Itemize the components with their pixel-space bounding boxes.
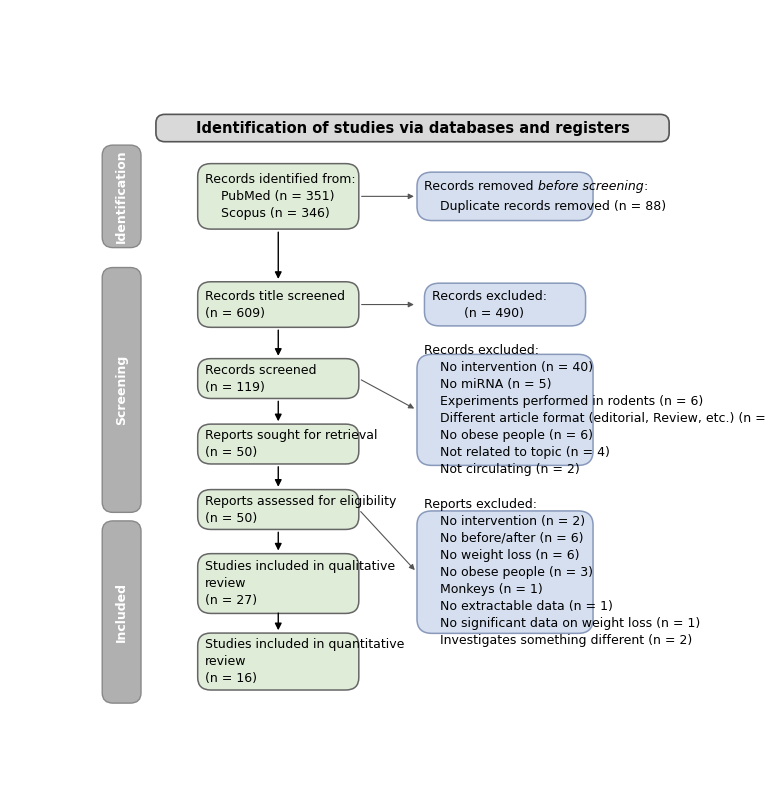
Text: Screening: Screening xyxy=(115,355,128,425)
Text: Studies included in qualitative
review
(n = 27): Studies included in qualitative review (… xyxy=(205,560,395,607)
Text: Studies included in quantitative
review
(n = 16): Studies included in quantitative review … xyxy=(205,638,404,685)
Text: Records title screened
(n = 609): Records title screened (n = 609) xyxy=(205,289,345,319)
Text: Included: Included xyxy=(115,582,128,642)
Text: Identification of studies via databases and registers: Identification of studies via databases … xyxy=(196,121,629,135)
FancyBboxPatch shape xyxy=(198,359,359,398)
Text: before screening: before screening xyxy=(537,181,643,193)
Text: Duplicate records removed (n = 88): Duplicate records removed (n = 88) xyxy=(424,200,666,213)
FancyBboxPatch shape xyxy=(417,355,593,465)
Text: Identification: Identification xyxy=(115,150,128,243)
FancyBboxPatch shape xyxy=(198,164,359,229)
Text: Records screened
(n = 119): Records screened (n = 119) xyxy=(205,364,316,393)
Text: Records removed: Records removed xyxy=(424,181,537,193)
FancyBboxPatch shape xyxy=(156,114,669,142)
FancyBboxPatch shape xyxy=(424,283,586,326)
FancyBboxPatch shape xyxy=(198,424,359,464)
FancyBboxPatch shape xyxy=(198,633,359,690)
FancyBboxPatch shape xyxy=(198,489,359,530)
Text: Reports assessed for eligibility
(n = 50): Reports assessed for eligibility (n = 50… xyxy=(205,495,397,525)
Text: Reports excluded:
    No intervention (n = 2)
    No before/after (n = 6)
    No: Reports excluded: No intervention (n = 2… xyxy=(424,497,701,646)
FancyBboxPatch shape xyxy=(198,282,359,327)
Text: :: : xyxy=(643,181,648,193)
Text: Reports sought for retrieval
(n = 50): Reports sought for retrieval (n = 50) xyxy=(205,429,377,459)
Text: Records excluded:
    No intervention (n = 40)
    No miRNA (n = 5)
    Experime: Records excluded: No intervention (n = 4… xyxy=(424,344,770,476)
FancyBboxPatch shape xyxy=(102,521,141,703)
FancyBboxPatch shape xyxy=(102,145,141,247)
Text: Records identified from:
    PubMed (n = 351)
    Scopus (n = 346): Records identified from: PubMed (n = 351… xyxy=(205,172,356,220)
FancyBboxPatch shape xyxy=(198,554,359,613)
FancyBboxPatch shape xyxy=(417,511,593,634)
FancyBboxPatch shape xyxy=(102,268,141,513)
Text: Records excluded:
        (n = 490): Records excluded: (n = 490) xyxy=(432,289,547,319)
FancyBboxPatch shape xyxy=(417,172,593,221)
